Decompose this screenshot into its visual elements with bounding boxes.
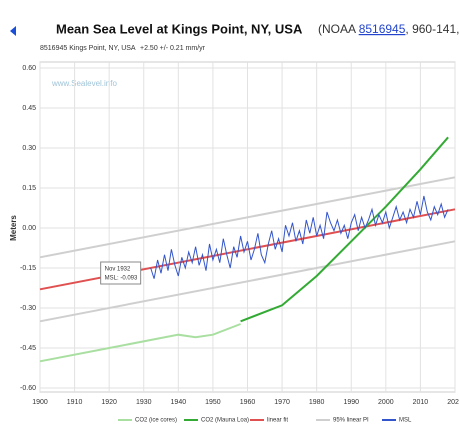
x-tick-label: 1970 bbox=[274, 399, 290, 406]
x-tick-label: 1920 bbox=[101, 399, 117, 406]
legend-label: MSL bbox=[399, 418, 412, 424]
series-line-lower bbox=[39, 240, 456, 323]
x-tick-label: 2000 bbox=[378, 399, 394, 406]
annotation: Nov 1932 bbox=[105, 267, 131, 273]
title-source: (NOAA 8516945, 960-141, PSMSL 362) bbox=[318, 22, 459, 36]
x-tick-label: 1930 bbox=[136, 399, 152, 406]
x-tick-label: 1990 bbox=[343, 399, 359, 406]
y-tick-label: 0.60 bbox=[22, 65, 36, 72]
watermark: www.Sealevel.info bbox=[51, 79, 117, 88]
series-line bbox=[39, 176, 456, 259]
y-tick-label: 0.45 bbox=[22, 105, 36, 112]
y-tick-label: 0.15 bbox=[22, 185, 36, 192]
x-tick-label: 2020 bbox=[447, 399, 459, 406]
annotation: MSL: -0.093 bbox=[105, 276, 138, 282]
source-link[interactable]: 8516945 bbox=[359, 22, 406, 36]
annotation-box bbox=[100, 261, 142, 285]
source-text: (NOAA bbox=[318, 22, 359, 36]
y-axis-label: Meters bbox=[9, 215, 18, 241]
legend-label: linear fit bbox=[267, 418, 288, 424]
chart-title: Mean Sea Level at Kings Point, NY, USA bbox=[56, 21, 303, 36]
legend-label: CO2 (Mauna Loa) bbox=[201, 418, 249, 424]
x-tick-label: 1960 bbox=[240, 399, 256, 406]
legend-label: 95% linear PI bbox=[333, 418, 369, 424]
x-tick-label: 1980 bbox=[309, 399, 325, 406]
y-tick-label: -0.15 bbox=[20, 265, 36, 272]
series-line bbox=[39, 323, 241, 363]
trend: +2.50 +/- 0.21 mm/yr bbox=[140, 45, 206, 52]
y-tick-label: 0.30 bbox=[22, 145, 36, 152]
source-text: , 960-141, PSMSL bbox=[405, 22, 459, 36]
y-tick-label: 0.00 bbox=[22, 225, 36, 232]
back-arrow[interactable] bbox=[10, 26, 16, 36]
x-tick-label: 1910 bbox=[67, 399, 83, 406]
x-tick-label: 1900 bbox=[32, 399, 48, 406]
x-tick-label: 2010 bbox=[413, 399, 429, 406]
legend-label: CO2 (ice cores) bbox=[135, 418, 177, 424]
subtitle: 8516945 Kings Point, NY, USA bbox=[40, 45, 136, 52]
series-line bbox=[150, 195, 449, 279]
x-tick-label: 1950 bbox=[205, 399, 221, 406]
y-tick-label: -0.45 bbox=[20, 345, 36, 352]
y-tick-label: -0.60 bbox=[20, 385, 36, 392]
x-tick-label: 1940 bbox=[171, 399, 187, 406]
y-tick-label: -0.30 bbox=[20, 305, 36, 312]
series-line bbox=[240, 136, 449, 323]
